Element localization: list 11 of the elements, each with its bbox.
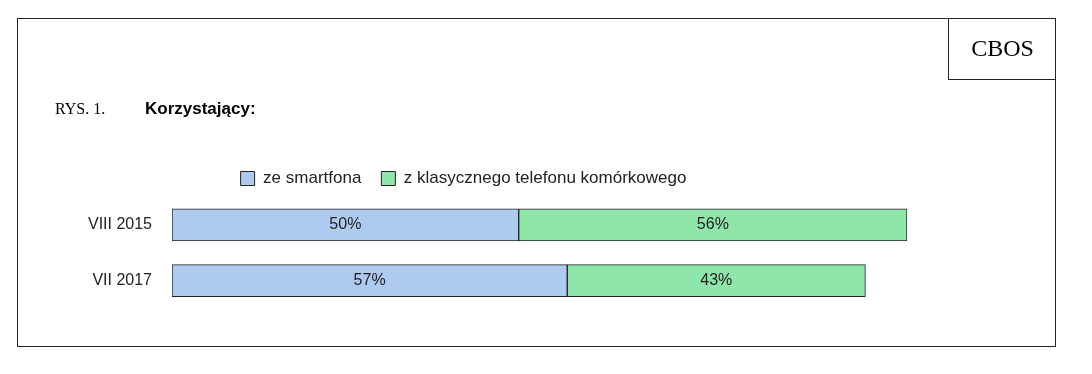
- data-label: 57%: [353, 270, 386, 288]
- y-tick-label: VII 2017: [92, 270, 153, 288]
- data-label: 50%: [329, 215, 362, 233]
- data-label: 56%: [696, 215, 729, 233]
- legend-label: ze smartfona: [263, 168, 362, 188]
- legend-label: z klasycznego telefonu komórkowego: [403, 168, 687, 188]
- text: CBOS: [948, 18, 1056, 80]
- chart-title: Korzystający:: [145, 99, 256, 119]
- y-tick-label: VIII 2015: [87, 215, 153, 233]
- text: RYS. 1.: [55, 100, 106, 118]
- data-label: 43%: [700, 270, 733, 288]
